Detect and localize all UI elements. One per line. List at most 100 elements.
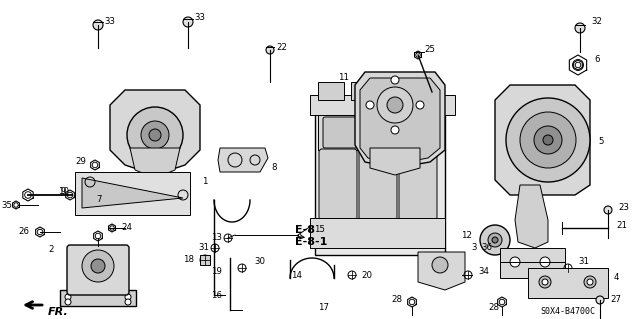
FancyBboxPatch shape xyxy=(67,245,129,295)
Text: 26: 26 xyxy=(18,227,29,236)
Polygon shape xyxy=(355,72,445,168)
Circle shape xyxy=(141,121,169,149)
Text: 28: 28 xyxy=(391,295,402,305)
Text: 15: 15 xyxy=(314,226,325,234)
Polygon shape xyxy=(495,85,590,195)
Circle shape xyxy=(584,276,596,288)
FancyBboxPatch shape xyxy=(315,105,445,255)
Circle shape xyxy=(125,294,131,300)
FancyBboxPatch shape xyxy=(399,117,433,148)
Text: E-8-1: E-8-1 xyxy=(295,237,328,247)
Circle shape xyxy=(542,279,548,285)
Circle shape xyxy=(266,46,274,54)
Circle shape xyxy=(506,98,590,182)
Circle shape xyxy=(488,233,502,247)
Text: 33: 33 xyxy=(104,18,115,26)
Circle shape xyxy=(604,206,612,214)
Circle shape xyxy=(587,279,593,285)
Circle shape xyxy=(387,97,403,113)
Circle shape xyxy=(510,257,520,267)
FancyBboxPatch shape xyxy=(323,117,357,148)
Circle shape xyxy=(93,20,103,30)
Text: 22: 22 xyxy=(276,43,287,53)
Bar xyxy=(200,255,210,265)
Circle shape xyxy=(540,257,550,267)
Text: 16: 16 xyxy=(211,291,222,300)
Text: 14: 14 xyxy=(291,271,302,279)
Circle shape xyxy=(91,259,105,273)
Text: 6: 6 xyxy=(594,56,600,64)
Text: 18: 18 xyxy=(183,256,194,264)
FancyBboxPatch shape xyxy=(60,290,136,306)
Text: 12: 12 xyxy=(461,231,472,240)
Polygon shape xyxy=(528,268,608,298)
Polygon shape xyxy=(82,178,183,208)
Circle shape xyxy=(432,257,448,273)
FancyBboxPatch shape xyxy=(319,149,357,220)
Text: 10: 10 xyxy=(58,188,69,197)
Text: 30: 30 xyxy=(254,257,265,266)
Circle shape xyxy=(520,112,576,168)
Bar xyxy=(318,115,440,150)
Text: 3: 3 xyxy=(471,243,477,253)
Text: 29: 29 xyxy=(75,158,86,167)
Polygon shape xyxy=(515,185,548,248)
Polygon shape xyxy=(75,172,190,215)
Bar xyxy=(318,82,344,100)
FancyBboxPatch shape xyxy=(361,117,395,148)
Circle shape xyxy=(416,101,424,109)
Circle shape xyxy=(82,250,114,282)
Text: 5: 5 xyxy=(598,137,604,146)
Polygon shape xyxy=(310,95,455,115)
Text: 36: 36 xyxy=(481,243,492,253)
Text: 9: 9 xyxy=(61,188,66,197)
Text: 35: 35 xyxy=(1,201,12,210)
Text: 31: 31 xyxy=(198,243,209,253)
Circle shape xyxy=(543,135,553,145)
Text: 24: 24 xyxy=(121,224,132,233)
Circle shape xyxy=(539,276,551,288)
Text: S0X4-B4700C: S0X4-B4700C xyxy=(541,308,595,316)
Polygon shape xyxy=(110,90,200,175)
Circle shape xyxy=(391,126,399,134)
Polygon shape xyxy=(218,148,268,172)
Text: 19: 19 xyxy=(211,268,222,277)
Text: FR.: FR. xyxy=(48,307,68,317)
Text: 8: 8 xyxy=(271,164,276,173)
Circle shape xyxy=(480,225,510,255)
FancyBboxPatch shape xyxy=(359,149,397,220)
Text: 13: 13 xyxy=(211,234,222,242)
FancyBboxPatch shape xyxy=(399,149,437,220)
Circle shape xyxy=(575,23,585,33)
Circle shape xyxy=(391,76,399,84)
Bar xyxy=(351,82,377,100)
Text: 20: 20 xyxy=(361,271,372,279)
Circle shape xyxy=(65,299,71,305)
Circle shape xyxy=(492,237,498,243)
Circle shape xyxy=(125,299,131,305)
Text: 1: 1 xyxy=(202,177,208,187)
Polygon shape xyxy=(360,78,440,164)
Circle shape xyxy=(127,107,183,163)
Text: 23: 23 xyxy=(618,204,629,212)
Text: 7: 7 xyxy=(97,196,102,204)
Text: 17: 17 xyxy=(318,303,329,313)
Text: 27: 27 xyxy=(610,295,621,305)
Circle shape xyxy=(377,87,413,123)
Polygon shape xyxy=(370,148,420,175)
Bar xyxy=(384,82,410,100)
Bar xyxy=(500,248,565,278)
Circle shape xyxy=(183,17,193,27)
Circle shape xyxy=(149,129,161,141)
Text: E-8: E-8 xyxy=(295,225,315,235)
Text: 31: 31 xyxy=(578,257,589,266)
Text: 34: 34 xyxy=(478,268,489,277)
Circle shape xyxy=(366,101,374,109)
Text: 25: 25 xyxy=(424,46,435,55)
Text: 28: 28 xyxy=(488,303,499,313)
Text: 4: 4 xyxy=(614,273,620,283)
Circle shape xyxy=(596,296,604,304)
Circle shape xyxy=(65,294,71,300)
Text: 11: 11 xyxy=(338,73,349,83)
Polygon shape xyxy=(418,252,465,290)
